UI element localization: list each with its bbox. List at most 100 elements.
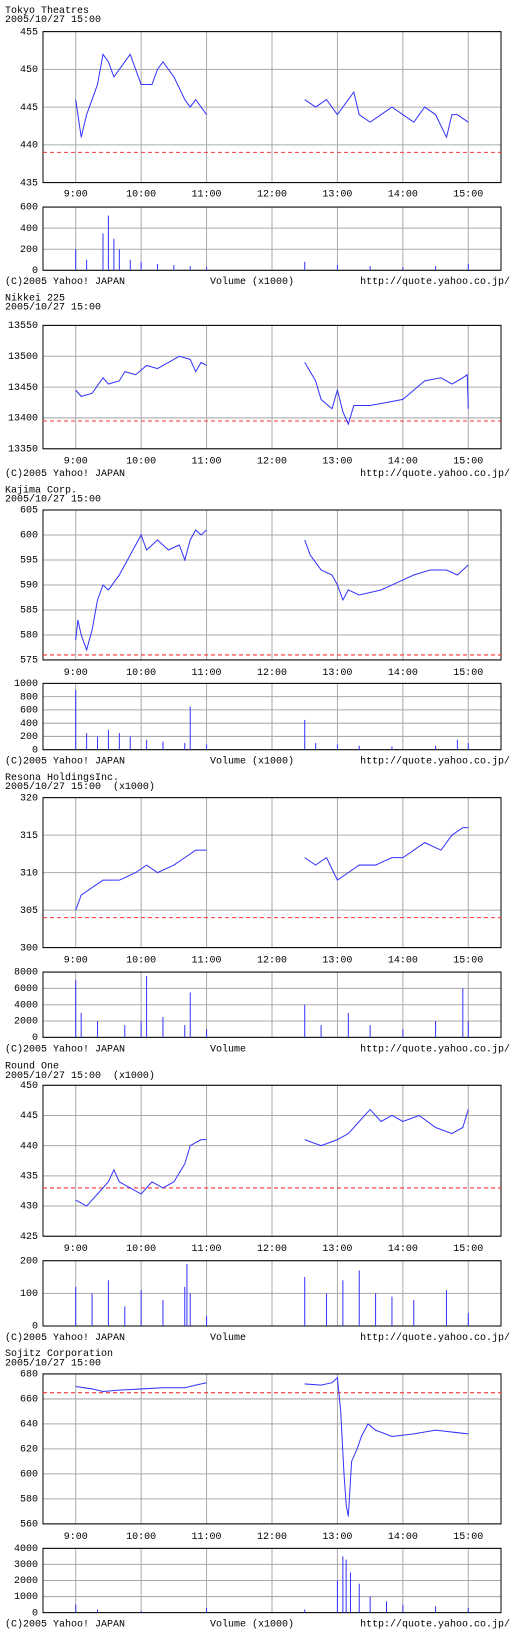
- y-tick-label: 200: [20, 732, 38, 743]
- copyright: (C)2005 Yahoo! JAPAN: [5, 1332, 125, 1344]
- volume-label: Volume (x1000): [210, 276, 294, 288]
- x-tick-label: 14:00: [388, 1244, 418, 1255]
- x-tick-label: 12:00: [257, 189, 287, 200]
- x-tick-label: 12:00: [257, 1532, 287, 1543]
- y-tick-label: 13550: [8, 321, 38, 332]
- y-tick-label: 450: [20, 1081, 38, 1092]
- x-tick-label: 14:00: [388, 189, 418, 200]
- y-tick-label: 450: [20, 65, 38, 76]
- plot-border: [42, 1260, 502, 1327]
- plot-border: [42, 31, 502, 184]
- y-tick-label: 580: [20, 631, 38, 642]
- x-tick-label: 14:00: [388, 1532, 418, 1543]
- y-tick-label: 0: [32, 745, 38, 756]
- y-tick-label: 560: [20, 1520, 38, 1531]
- x-tick-label: 11:00: [192, 1532, 222, 1543]
- y-tick-label: 4000: [14, 1000, 38, 1011]
- price-line: [75, 1108, 469, 1207]
- y-tick-label: 585: [20, 606, 38, 617]
- y-tick-label: 425: [20, 1232, 38, 1243]
- y-tick-label: 310: [20, 868, 38, 879]
- copyright: (C)2005 Yahoo! JAPAN: [5, 1043, 125, 1055]
- price-line: [75, 529, 469, 652]
- x-tick-label: 14:00: [388, 668, 418, 679]
- price-line: [75, 53, 469, 139]
- volume-label: Volume (x1000): [210, 756, 294, 768]
- plot-border: [42, 324, 502, 450]
- y-tick-label: 0: [32, 266, 38, 277]
- source-url: http://quote.yahoo.co.jp/: [360, 1618, 510, 1630]
- y-tick-label: 430: [20, 1202, 38, 1213]
- y-tick-label: 2000: [14, 1017, 38, 1028]
- y-tick-label: 2000: [14, 1576, 38, 1587]
- price-line: [75, 355, 469, 426]
- x-tick-label: 10:00: [126, 189, 156, 200]
- x-tick-label: 13:00: [322, 189, 352, 200]
- chart-title: Tokyo Theatres: [5, 5, 89, 17]
- x-tick-label: 11:00: [192, 457, 222, 468]
- plot-border: [42, 1547, 502, 1614]
- y-tick-label: 0: [32, 1322, 38, 1333]
- y-tick-label: 580: [20, 1495, 38, 1506]
- y-tick-label: 1000: [14, 1592, 38, 1603]
- x-tick-label: 15:00: [453, 668, 483, 679]
- source-url: http://quote.yahoo.co.jp/: [360, 1043, 510, 1055]
- y-tick-label: 6000: [14, 984, 38, 995]
- x-tick-label: 10:00: [126, 955, 156, 966]
- chart-title: Sojitz Corporation: [5, 1348, 113, 1360]
- chart-subtitle: 2005/10/27 15:00: [5, 302, 101, 314]
- x-tick-label: 9:00: [64, 189, 88, 200]
- y-tick-label: 455: [20, 27, 38, 38]
- source-url: http://quote.yahoo.co.jp/: [360, 1332, 510, 1344]
- x-tick-label: 11:00: [192, 955, 222, 966]
- plot-border: [42, 1373, 502, 1525]
- x-tick-label: 15:00: [453, 1244, 483, 1255]
- source-url: http://quote.yahoo.co.jp/: [360, 468, 510, 480]
- y-tick-label: 445: [20, 103, 38, 114]
- y-tick-label: 440: [20, 140, 38, 151]
- y-tick-label: 600: [20, 706, 38, 717]
- y-tick-label: 4000: [14, 1544, 38, 1555]
- chart-subtitle: 2005/10/27 15:00: [5, 493, 101, 505]
- y-tick-label: 435: [20, 1171, 38, 1182]
- y-tick-label: 315: [20, 831, 38, 842]
- source-url: http://quote.yahoo.co.jp/: [360, 756, 510, 768]
- y-tick-label: 680: [20, 1370, 38, 1381]
- y-tick-label: 640: [20, 1420, 38, 1431]
- plot-border: [42, 509, 502, 661]
- x-tick-label: 12:00: [257, 457, 287, 468]
- x-tick-label: 9:00: [64, 1532, 88, 1543]
- chart-title: Resona HoldingsInc.: [5, 772, 119, 784]
- x-tick-label: 11:00: [192, 189, 222, 200]
- y-tick-label: 660: [20, 1395, 38, 1406]
- copyright: (C)2005 Yahoo! JAPAN: [5, 1618, 125, 1630]
- y-tick-label: 590: [20, 581, 38, 592]
- copyright: (C)2005 Yahoo! JAPAN: [5, 276, 125, 288]
- x-tick-label: 12:00: [257, 1244, 287, 1255]
- y-tick-label: 200: [20, 245, 38, 256]
- y-tick-label: 575: [20, 656, 38, 667]
- x-tick-label: 15:00: [453, 457, 483, 468]
- y-tick-label: 605: [20, 506, 38, 517]
- x-tick-label: 13:00: [322, 457, 352, 468]
- plot-border: [42, 682, 502, 751]
- chart-title: Nikkei 225: [5, 292, 65, 304]
- y-tick-label: 400: [20, 719, 38, 730]
- y-tick-label: 600: [20, 1470, 38, 1481]
- x-tick-label: 10:00: [126, 1244, 156, 1255]
- y-tick-label: 400: [20, 224, 38, 235]
- price-line: [75, 827, 469, 911]
- x-tick-label: 13:00: [322, 668, 352, 679]
- x-tick-label: 15:00: [453, 1532, 483, 1543]
- y-tick-label: 440: [20, 1141, 38, 1152]
- volume-label: Volume: [210, 1043, 246, 1055]
- x-tick-label: 13:00: [322, 1532, 352, 1543]
- x-tick-label: 9:00: [64, 457, 88, 468]
- x-tick-label: 9:00: [64, 955, 88, 966]
- y-tick-label: 300: [20, 943, 38, 954]
- y-tick-label: 13400: [8, 414, 38, 425]
- y-tick-label: 13350: [8, 444, 38, 455]
- x-tick-label: 9:00: [64, 668, 88, 679]
- y-tick-label: 8000: [14, 968, 38, 979]
